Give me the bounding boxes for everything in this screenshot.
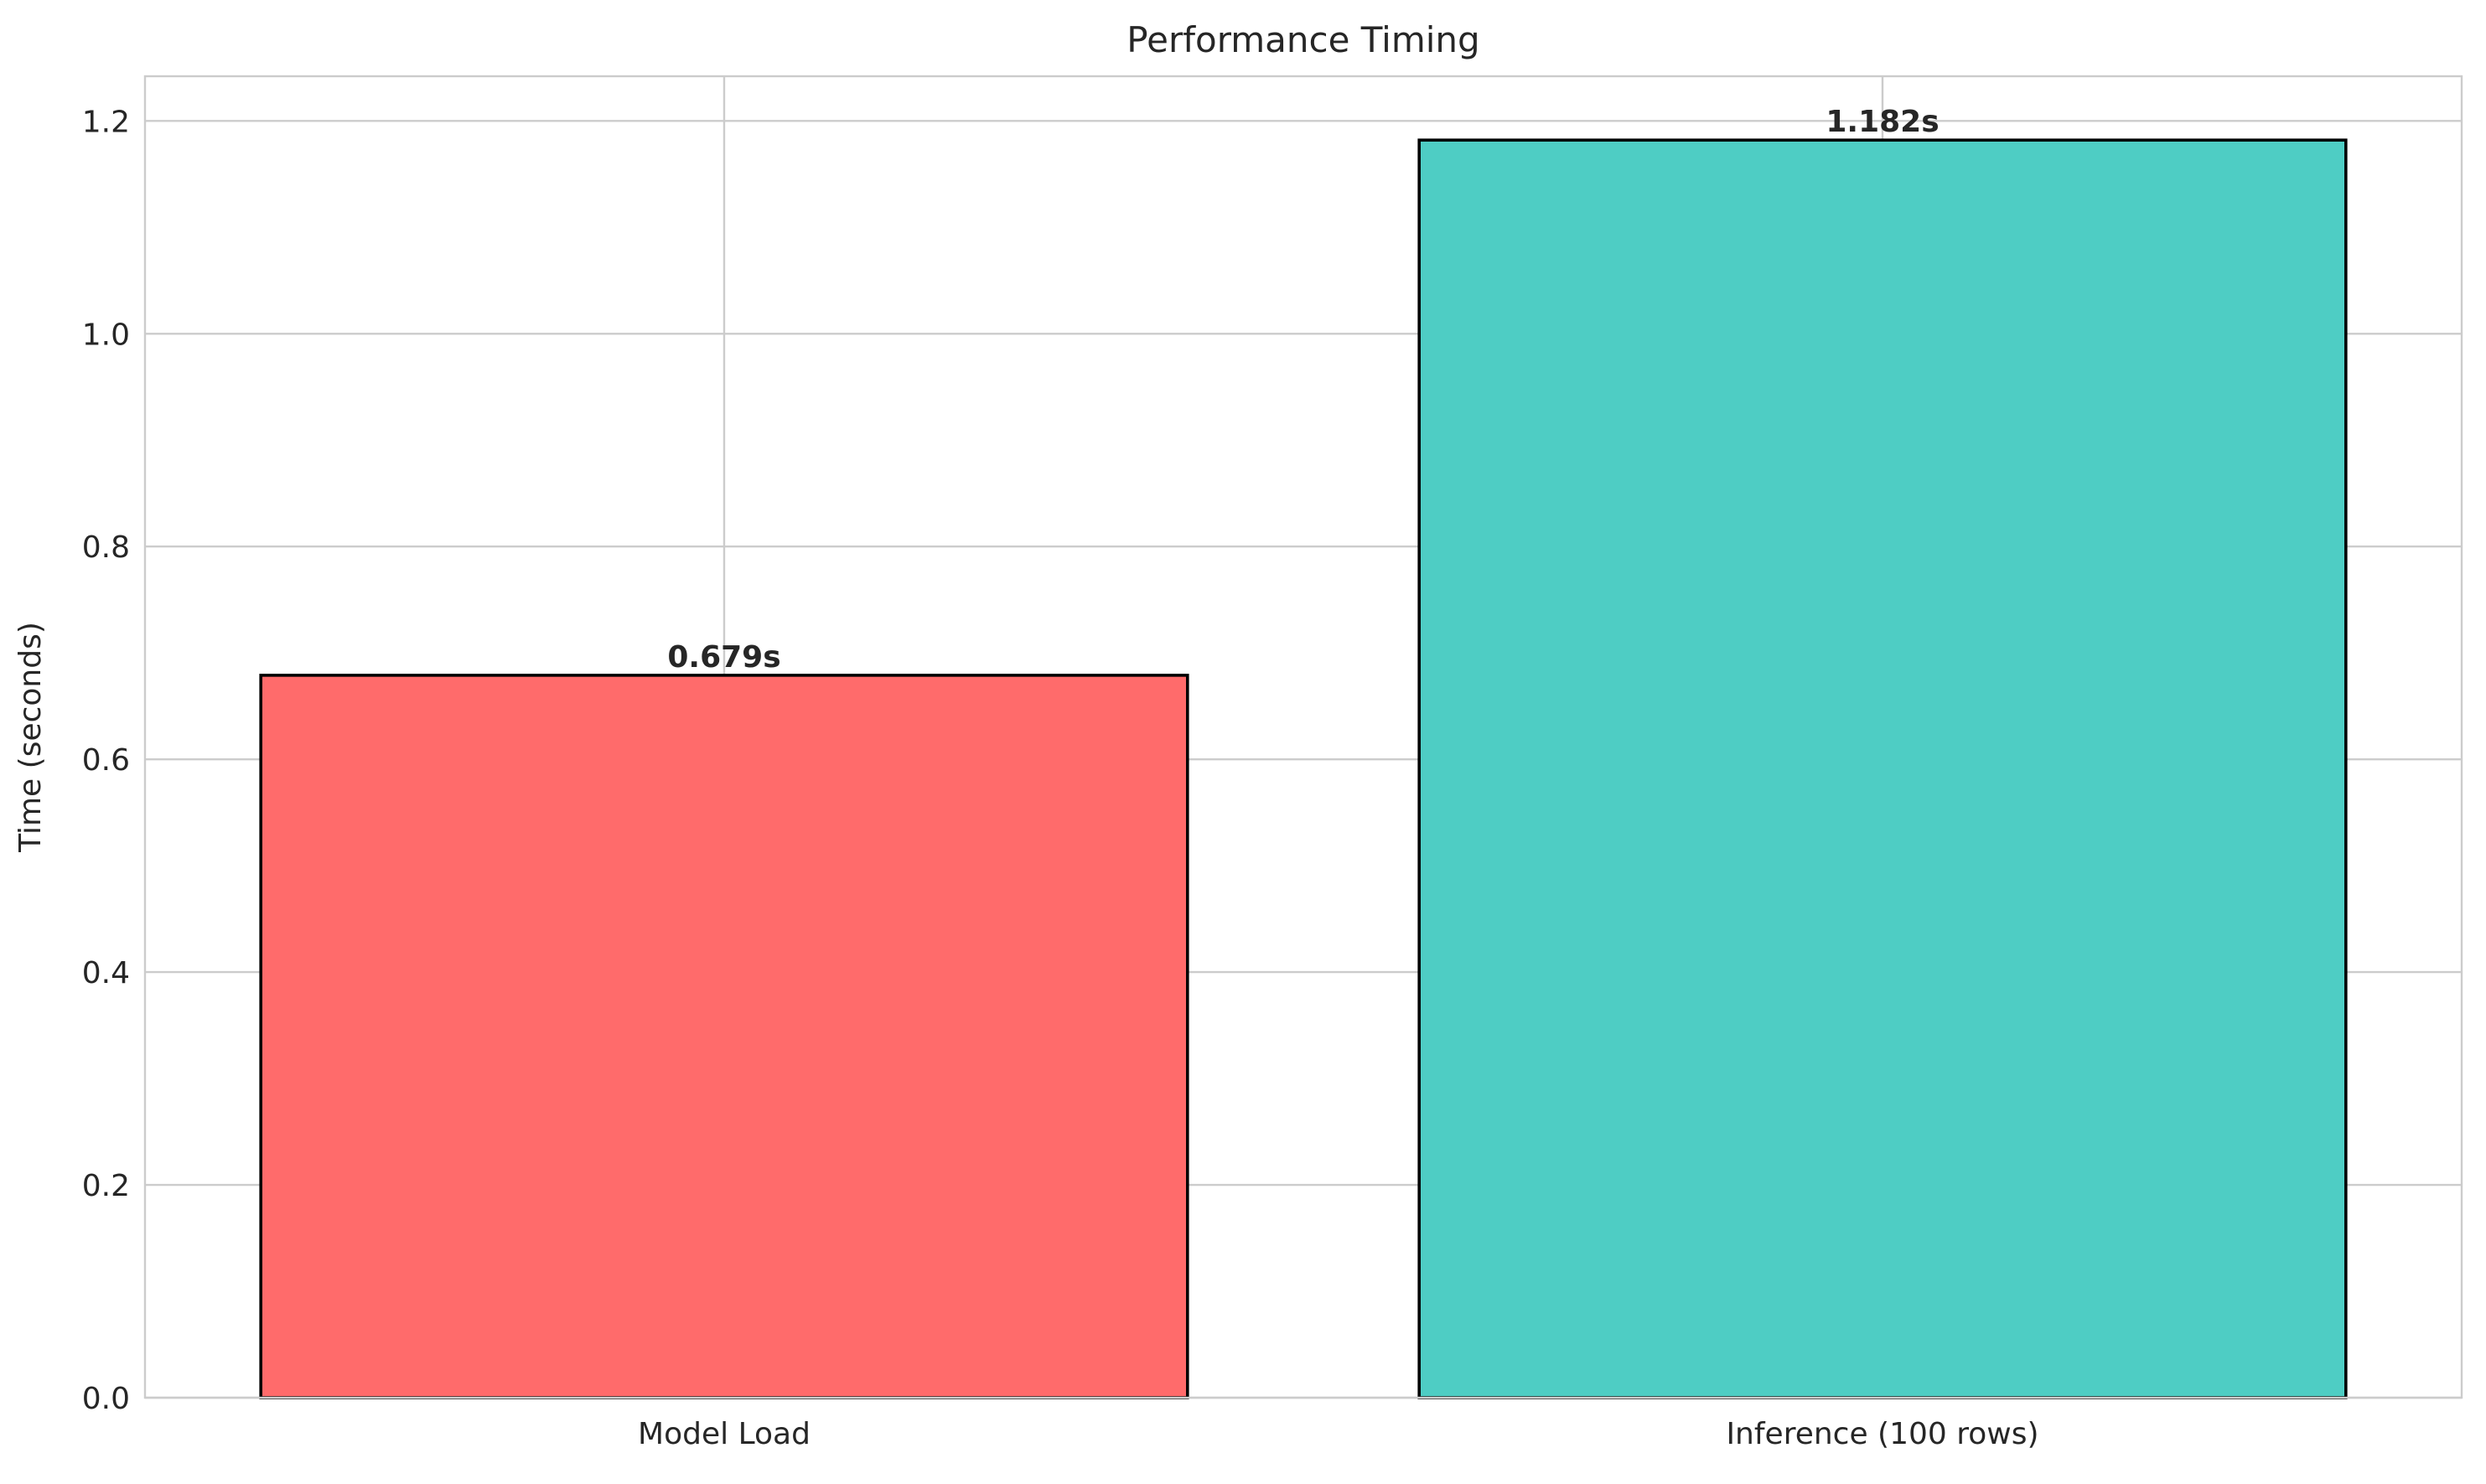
y-axis-ticks: 0.0 0.2 0.4 0.6 0.8 1.0 1.2 [82,105,130,1416]
x-tick-label: Inference (100 rows) [1726,1417,2038,1451]
y-tick-label: 0.2 [82,1169,130,1203]
bar [259,674,1189,1399]
y-tick-label: 1.0 [82,318,130,352]
plot-frame [143,75,2463,1399]
bar-value-label: 1.182s [1826,105,1939,139]
bar [1417,138,2348,1399]
y-tick-label: 1.2 [82,105,130,139]
y-tick-label: 0.6 [82,743,130,778]
x-tick-label: Model Load [638,1417,811,1451]
y-tick-label: 0.0 [82,1382,130,1416]
x-axis-ticks: Model Load Inference (100 rows) [638,1417,2039,1451]
data-labels: 0.679s 1.182s [667,105,1939,675]
chart-title: Performance Timing [1126,19,1479,60]
y-axis-label: Time (seconds) [13,622,48,853]
bar-layer [259,138,2348,1399]
bar-value-label: 0.679s [667,640,780,675]
y-tick-label: 0.8 [82,530,130,565]
y-tick-label: 0.4 [82,956,130,990]
